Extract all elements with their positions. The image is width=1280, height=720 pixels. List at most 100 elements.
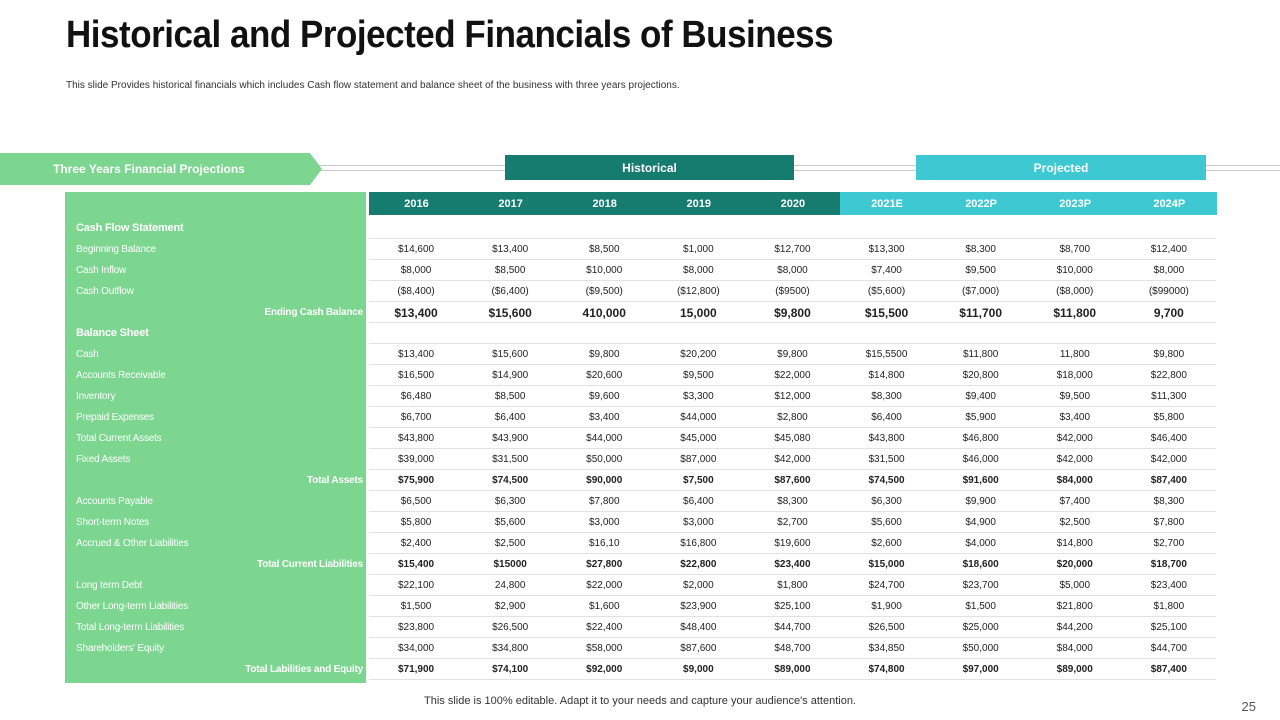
year-header: 2023P (1027, 192, 1123, 215)
table-cell: $87,600 (680, 643, 717, 654)
table-cell: $8,300 (965, 244, 996, 255)
table-cell: ($7,000) (962, 286, 1000, 297)
row-label: Total Assets (307, 475, 363, 486)
table-cell: ($5,600) (867, 286, 906, 297)
table-cell: ($99000) (1148, 286, 1189, 297)
table-cell: $1,900 (871, 601, 902, 612)
year-header: 2017 (463, 192, 559, 215)
table-cell: ($8,000) (1056, 286, 1094, 297)
table-cell: $22,000 (586, 580, 623, 591)
table-cell: $1,500 (400, 601, 432, 612)
row-label: Total Labilities and Equity (245, 664, 363, 675)
table-cell: $18,000 (1056, 370, 1093, 381)
table-cell: $97,000 (962, 664, 999, 675)
table-cell: $12,700 (774, 244, 811, 255)
table-cell: $11,700 (959, 306, 1002, 320)
row-divider (369, 637, 1216, 638)
table-cell: $31,500 (492, 454, 529, 465)
table-cell: $46,800 (962, 433, 999, 444)
page-subtitle: This slide Provides historical financial… (66, 80, 680, 91)
table-cell: $87,600 (774, 475, 811, 486)
table-cell: $22,100 (397, 580, 435, 591)
table-cell: $23,800 (397, 622, 435, 633)
year-header: 2021E (839, 192, 935, 215)
table-cell: $2,700 (777, 517, 808, 528)
row-label: Long term Debt (76, 580, 143, 591)
table-cell: $16,500 (397, 370, 435, 381)
table-cell: $2,700 (1153, 538, 1185, 549)
table-cell: $89,000 (774, 664, 811, 675)
row-divider (369, 322, 1216, 323)
table-cell: $19,600 (774, 538, 811, 549)
banner-label: Three Years Financial Projections (53, 162, 245, 176)
table-cell: $9,500 (965, 265, 996, 276)
table-cell: $23,900 (680, 601, 717, 612)
table-cell: $8,500 (494, 265, 526, 276)
table-cell: $6,500 (400, 496, 432, 507)
table-cell: $21,800 (1056, 601, 1093, 612)
row-divider (369, 280, 1216, 281)
table-cell: $25,000 (962, 622, 999, 633)
section-heading: Cash Flow Statement (76, 222, 184, 234)
table-cell: $8,500 (588, 244, 620, 255)
table-cell: $42,000 (1056, 433, 1093, 444)
table-cell: $6,700 (400, 412, 432, 423)
table-cell: $43,800 (397, 433, 435, 444)
row-label: Total Current Liabilities (257, 559, 363, 570)
table-cell: $18,700 (1150, 559, 1187, 570)
table-cell: $42,000 (1150, 454, 1187, 465)
table-cell: $4,900 (965, 517, 996, 528)
row-divider (369, 385, 1216, 386)
table-cell: $12,000 (774, 391, 811, 402)
row-divider (369, 238, 1216, 239)
table-cell: $74,800 (868, 664, 905, 675)
row-divider (369, 259, 1216, 260)
table-cell: $15,500 (864, 306, 909, 320)
year-header: 2019 (651, 192, 747, 215)
table-cell: $15,400 (397, 559, 435, 570)
table-cell: $5,600 (871, 517, 902, 528)
table-cell: $20,600 (586, 370, 623, 381)
table-cell: $74,500 (492, 475, 529, 486)
table-cell: $2,000 (683, 580, 714, 591)
table-cell: $74,100 (492, 664, 529, 675)
table-cell: $39,000 (397, 454, 435, 465)
row-divider (369, 448, 1216, 449)
table-cell: $84,000 (1056, 643, 1093, 654)
table-cell: $31,500 (868, 454, 905, 465)
table-cell: $6,300 (871, 496, 902, 507)
table-cell: $7,500 (683, 475, 714, 486)
table-cell: $26,500 (868, 622, 905, 633)
page-number: 25 (1241, 699, 1256, 714)
row-divider (369, 553, 1216, 554)
table-cell: $15000 (493, 559, 527, 570)
table-cell: $11,800 (962, 349, 999, 360)
row-label: Inventory (76, 391, 116, 402)
table-cell: $90,000 (586, 475, 623, 486)
historical-header: Historical (505, 155, 794, 180)
table-cell: $71,900 (397, 664, 435, 675)
table-cell: 9,700 (1153, 306, 1184, 320)
table-cell: $92,000 (586, 664, 623, 675)
row-divider (369, 469, 1216, 470)
year-header: 2020 (745, 192, 841, 215)
table-cell: $15,5500 (865, 349, 908, 360)
table-cell: $5,000 (1059, 580, 1091, 591)
row-divider (369, 595, 1216, 596)
table-cell: $48,700 (774, 643, 811, 654)
table-cell: $9,800 (1153, 349, 1185, 360)
row-divider (369, 301, 1216, 302)
table-cell: $20,000 (1056, 559, 1093, 570)
table-cell: $5,900 (965, 412, 996, 423)
table-cell: 15,000 (679, 306, 717, 320)
row-divider (369, 343, 1216, 344)
table-cell: $14,800 (1056, 538, 1093, 549)
year-header: 2018 (557, 192, 653, 215)
table-cell: $3,400 (1059, 412, 1091, 423)
table-cell: $9,800 (777, 349, 808, 360)
table-cell: $6,400 (683, 496, 714, 507)
table-cell: $13,300 (868, 244, 905, 255)
table-cell: $7,400 (1059, 496, 1091, 507)
table-cell: $45,080 (774, 433, 811, 444)
table-cell: $43,900 (492, 433, 529, 444)
